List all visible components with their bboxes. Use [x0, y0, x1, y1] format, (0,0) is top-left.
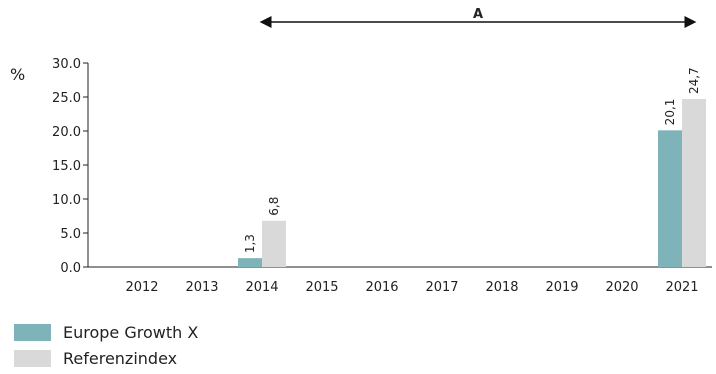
data-label: 20,1 — [663, 99, 677, 126]
legend: Europe Growth X Referenzindex — [14, 320, 198, 372]
y-tick-label: 5.0 — [60, 227, 81, 242]
y-axis: 0.0 5.0 10.0 15.0 20.0 25.0 30.0 — [52, 57, 89, 276]
bar-chart: % 0.05.010.015.020.025.030.0 2012 2013 201… — [10, 7, 712, 295]
bars: 1,3 6,8 20,1 24,7 — [238, 67, 706, 267]
legend-swatch-europe-growth-x — [14, 323, 51, 341]
legend-label: Referenzindex — [63, 348, 178, 368]
bar-europe-growth-x-2014 — [238, 258, 262, 267]
y-tick-label: 30.0 — [52, 57, 81, 72]
data-label: 1,3 — [243, 234, 257, 253]
legend-item-referenzindex: Referenzindex — [14, 346, 198, 370]
x-tick-label: 2012 — [125, 280, 158, 295]
annotation-label: A — [473, 7, 483, 22]
y-tick-label: 25.0 — [52, 91, 81, 106]
y-tick-label: 10.0 — [52, 193, 81, 208]
x-tick-label: 2019 — [545, 280, 578, 295]
x-tick-label: 2018 — [485, 280, 518, 295]
y-tick-label: 15.0 — [52, 159, 81, 174]
x-tick-label: 2015 — [305, 280, 338, 295]
data-label: 6,8 — [267, 197, 281, 216]
bar-referenzindex-2021 — [682, 99, 706, 267]
data-label: 24,7 — [687, 67, 701, 94]
y-tick-label: 0.0 — [60, 261, 81, 276]
x-tick-label: 2016 — [365, 280, 398, 295]
x-tick-label: 2014 — [245, 280, 278, 295]
x-tick-label: 2020 — [605, 280, 638, 295]
x-tick-label: 2021 — [665, 280, 698, 295]
legend-swatch-referenzindex — [14, 349, 51, 367]
x-tick-label: 2017 — [425, 280, 458, 295]
legend-label: Europe Growth X — [63, 322, 199, 342]
x-axis: 2012 2013 2014 2015 2016 2017 2018 2019 2020 2021 — [88, 266, 712, 295]
period-annotation: A — [259, 7, 697, 28]
y-tick-label: 20.0 — [52, 125, 81, 140]
y-unit-label: % — [10, 65, 25, 84]
bar-europe-growth-x-2021 — [658, 130, 682, 267]
x-tick-label: 2013 — [185, 280, 218, 295]
legend-item-europe-growth-x: Europe Growth X — [14, 320, 198, 344]
bar-referenzindex-2014 — [262, 220, 286, 267]
